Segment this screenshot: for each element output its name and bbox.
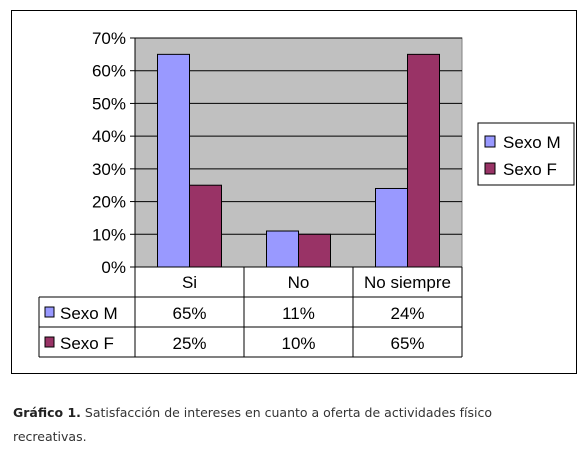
bar-sexo-f [298, 233, 331, 268]
bar-chart: 0% 10% 20% 30% 40% 50% 60% 70% Si No No siempre Sex… [38, 29, 575, 358]
data-label: 10% [281, 334, 315, 353]
data-label: 24% [390, 304, 424, 323]
y-tick-label: 0% [101, 258, 126, 277]
category-label: No siempre [364, 273, 451, 292]
table-legend-key [44, 336, 55, 348]
data-label: 11% [282, 304, 315, 323]
bar-sexo-f [189, 184, 222, 268]
y-tick-label: 40% [92, 127, 126, 146]
legend-box [477, 122, 575, 186]
legend-entry: Sexo M [503, 133, 561, 152]
table-series-name: Sexo F [60, 334, 114, 353]
data-label: 25% [172, 334, 206, 353]
category-label: No [288, 273, 310, 292]
y-tick-label: 20% [92, 193, 126, 212]
data-label: 65% [172, 304, 206, 323]
bar-sexo-m [375, 187, 408, 268]
chart-frame: 0% 10% 20% 30% 40% 50% 60% 70% Si No No siempre Sex… [11, 10, 577, 374]
y-tick-label: 50% [92, 94, 126, 113]
y-tick-label: 10% [92, 225, 126, 244]
legend-key [484, 135, 496, 148]
table-legend-key [44, 306, 55, 318]
caption-text: Satisfacción de intereses en cuanto a of… [13, 405, 493, 444]
category-label: Si [182, 273, 197, 292]
bar-sexo-m [157, 53, 190, 268]
bar-sexo-f [407, 53, 440, 268]
bar-sexo-m [266, 230, 299, 268]
y-tick-label: 60% [92, 62, 126, 81]
y-tick-label: 70% [92, 29, 126, 48]
legend-entry: Sexo F [503, 160, 557, 179]
caption-label: Gráfico 1. [13, 405, 81, 420]
figure-caption: Gráfico 1. Satisfacción de intereses en … [13, 401, 553, 449]
data-label: 65% [390, 334, 424, 353]
table-series-name: Sexo M [60, 304, 118, 323]
legend-key [484, 162, 496, 175]
y-tick-label: 30% [92, 160, 126, 179]
